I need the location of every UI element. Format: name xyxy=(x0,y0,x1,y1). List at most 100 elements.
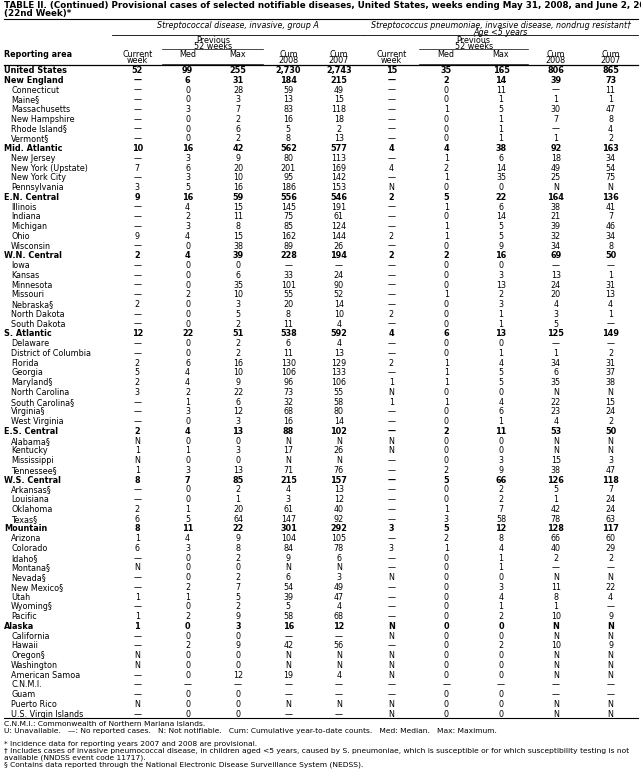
Text: 2: 2 xyxy=(185,583,190,592)
Text: 164: 164 xyxy=(547,192,564,202)
Text: —: — xyxy=(387,271,395,280)
Text: 2: 2 xyxy=(185,388,190,397)
Text: 0: 0 xyxy=(235,651,240,660)
Text: 39: 39 xyxy=(551,222,561,231)
Text: 0: 0 xyxy=(444,486,449,494)
Text: 1: 1 xyxy=(444,359,449,368)
Text: Georgia: Georgia xyxy=(11,369,43,377)
Text: 1: 1 xyxy=(553,349,558,358)
Text: 1: 1 xyxy=(444,505,449,514)
Text: 73: 73 xyxy=(283,388,294,397)
Text: 10: 10 xyxy=(334,310,344,319)
Text: 0: 0 xyxy=(499,690,503,699)
Text: N: N xyxy=(608,573,613,582)
Text: N: N xyxy=(608,651,613,660)
Text: 2: 2 xyxy=(235,320,240,328)
Text: 186: 186 xyxy=(281,183,296,192)
Text: § Contains data reported through the National Electronic Disease Surveillance Sy: § Contains data reported through the Nat… xyxy=(4,761,363,767)
Text: —: — xyxy=(133,281,141,289)
Text: 10: 10 xyxy=(551,642,561,650)
Text: 5: 5 xyxy=(286,124,291,133)
Text: 10: 10 xyxy=(233,369,243,377)
Text: 4: 4 xyxy=(185,232,190,241)
Text: 5: 5 xyxy=(185,514,190,524)
Text: Wisconsin: Wisconsin xyxy=(11,241,51,251)
Text: —: — xyxy=(552,85,560,95)
Text: —: — xyxy=(133,124,141,133)
Text: 1: 1 xyxy=(499,95,503,104)
Text: 8: 8 xyxy=(235,544,240,553)
Text: —: — xyxy=(133,134,141,144)
Text: 60: 60 xyxy=(606,534,615,543)
Text: 0: 0 xyxy=(185,349,190,358)
Text: 35: 35 xyxy=(233,281,243,289)
Text: —: — xyxy=(133,681,141,690)
Text: 34: 34 xyxy=(551,359,561,368)
Text: Hawaii: Hawaii xyxy=(11,642,38,650)
Text: 0: 0 xyxy=(235,563,240,573)
Text: N: N xyxy=(134,563,140,573)
Text: Rhode Island§: Rhode Island§ xyxy=(11,124,67,133)
Text: 5: 5 xyxy=(499,369,504,377)
Text: 0: 0 xyxy=(444,446,449,456)
Text: N: N xyxy=(608,183,613,192)
Text: 0: 0 xyxy=(444,710,449,719)
Text: N: N xyxy=(388,670,394,680)
Text: 255: 255 xyxy=(229,66,246,75)
Text: 21: 21 xyxy=(551,213,561,221)
Text: N: N xyxy=(388,183,394,192)
Text: 85: 85 xyxy=(283,222,294,231)
Text: New York (Upstate): New York (Upstate) xyxy=(11,164,88,172)
Text: 38: 38 xyxy=(551,466,561,475)
Text: 0: 0 xyxy=(444,115,449,123)
Text: 18: 18 xyxy=(334,115,344,123)
Text: 20: 20 xyxy=(233,164,243,172)
Text: 17: 17 xyxy=(283,446,294,456)
Text: 2007: 2007 xyxy=(601,56,620,65)
Text: 7: 7 xyxy=(553,115,558,123)
Text: N: N xyxy=(388,437,394,445)
Text: 66: 66 xyxy=(551,534,561,543)
Text: 129: 129 xyxy=(331,359,346,368)
Text: 11: 11 xyxy=(495,427,506,436)
Text: 4: 4 xyxy=(608,593,613,601)
Text: 215: 215 xyxy=(330,76,347,85)
Text: 142: 142 xyxy=(331,173,346,182)
Text: N: N xyxy=(336,661,342,670)
Text: 104: 104 xyxy=(281,534,296,543)
Text: 0: 0 xyxy=(444,642,449,650)
Text: N: N xyxy=(608,700,613,709)
Text: Puerto Rico: Puerto Rico xyxy=(11,700,57,709)
Text: N: N xyxy=(134,661,140,670)
Text: —: — xyxy=(387,456,395,465)
Text: 52: 52 xyxy=(131,66,143,75)
Text: 4: 4 xyxy=(608,124,613,133)
Text: 1: 1 xyxy=(389,378,394,387)
Text: 47: 47 xyxy=(606,466,615,475)
Text: —: — xyxy=(133,241,141,251)
Text: 1: 1 xyxy=(444,290,449,300)
Text: 13: 13 xyxy=(495,329,506,338)
Text: N: N xyxy=(608,670,613,680)
Text: 2: 2 xyxy=(235,134,240,144)
Text: 2: 2 xyxy=(444,76,449,85)
Text: 13: 13 xyxy=(606,290,615,300)
Text: 2: 2 xyxy=(389,232,394,241)
Text: 1: 1 xyxy=(553,95,558,104)
Text: 6: 6 xyxy=(499,407,503,417)
Text: 26: 26 xyxy=(334,241,344,251)
Text: 4: 4 xyxy=(185,203,190,212)
Text: E.S. Central: E.S. Central xyxy=(4,427,58,436)
Text: N: N xyxy=(553,651,559,660)
Text: 147: 147 xyxy=(281,514,296,524)
Text: 0: 0 xyxy=(444,651,449,660)
Text: 1: 1 xyxy=(185,446,190,456)
Text: —: — xyxy=(183,681,192,690)
Text: 2: 2 xyxy=(135,505,140,514)
Text: 52 weeks: 52 weeks xyxy=(454,42,493,51)
Text: N: N xyxy=(553,446,559,456)
Text: † Includes cases of invasive pneumococcal disease, in children aged <5 years, ca: † Includes cases of invasive pneumococca… xyxy=(4,748,629,761)
Text: 53: 53 xyxy=(550,427,562,436)
Text: 6: 6 xyxy=(235,124,240,133)
Text: N: N xyxy=(553,573,559,582)
